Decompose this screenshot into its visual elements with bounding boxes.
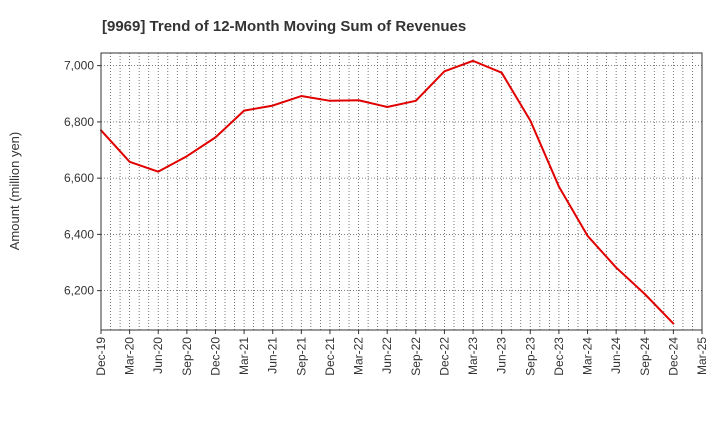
data-point (586, 234, 589, 237)
plot-area-frame (100, 52, 703, 331)
data-point (186, 155, 188, 158)
x-tick-label: Dec-24 (666, 337, 680, 376)
series-layer (100, 59, 675, 325)
data-point (443, 70, 446, 73)
y-tick-label: 7,000 (64, 59, 94, 73)
data-point (643, 293, 646, 295)
x-tick-label: Sep-23 (523, 337, 537, 376)
data-point (329, 100, 331, 102)
x-tick-label: Mar-24 (581, 337, 595, 375)
x-tick-label: Mar-23 (466, 337, 480, 375)
x-tick-label: Mar-20 (123, 337, 137, 375)
x-tick-label: Mar-25 (695, 337, 709, 375)
x-tick-label: Dec-20 (208, 337, 222, 376)
x-tick-label: Sep-22 (409, 337, 423, 376)
y-axis-label: Amount (million yen) (7, 132, 22, 251)
data-point (128, 161, 131, 163)
chart-title: [9969] Trend of 12-Month Moving Sum of R… (102, 18, 466, 35)
x-tick-label: Jun-24 (609, 337, 623, 374)
x-tick-label: Dec-22 (437, 337, 451, 376)
x-tick-label: Jun-20 (151, 337, 165, 374)
data-point (243, 109, 245, 112)
x-tick-label: Dec-19 (94, 337, 108, 376)
data-point (558, 185, 560, 188)
data-point (415, 100, 417, 102)
data-point (472, 60, 474, 62)
x-tick-label: Jun-21 (266, 337, 280, 374)
data-point (672, 322, 675, 325)
x-tick-label: Mar-22 (352, 337, 366, 375)
x-tick-label: Jun-23 (495, 337, 509, 374)
data-point (529, 119, 532, 122)
x-tick-label: Dec-23 (552, 337, 566, 376)
x-tick-label: Jun-22 (380, 337, 394, 374)
axis-ticks: 6,200 6,400 6,600 6,800 7,000 Dec-19 Mar-20 Jun… (64, 59, 709, 376)
data-point (500, 71, 503, 74)
data-point (615, 266, 617, 269)
data-point (357, 99, 360, 102)
data-point (214, 136, 217, 139)
x-tick-label: Sep-21 (294, 337, 308, 376)
x-tick-label: Sep-24 (638, 337, 652, 376)
y-tick-label: 6,200 (64, 284, 94, 298)
y-tick-label: 6,600 (64, 171, 94, 185)
grid (101, 53, 702, 330)
y-tick-label: 6,400 (64, 227, 94, 241)
data-point (271, 104, 274, 107)
x-tick-label: Mar-21 (237, 337, 251, 375)
data-point (300, 95, 303, 97)
data-point (157, 170, 160, 173)
y-tick-label: 6,800 (64, 115, 94, 129)
x-tick-label: Sep-20 (180, 337, 194, 376)
data-point (386, 106, 388, 108)
x-tick-label: Dec-21 (323, 337, 337, 376)
